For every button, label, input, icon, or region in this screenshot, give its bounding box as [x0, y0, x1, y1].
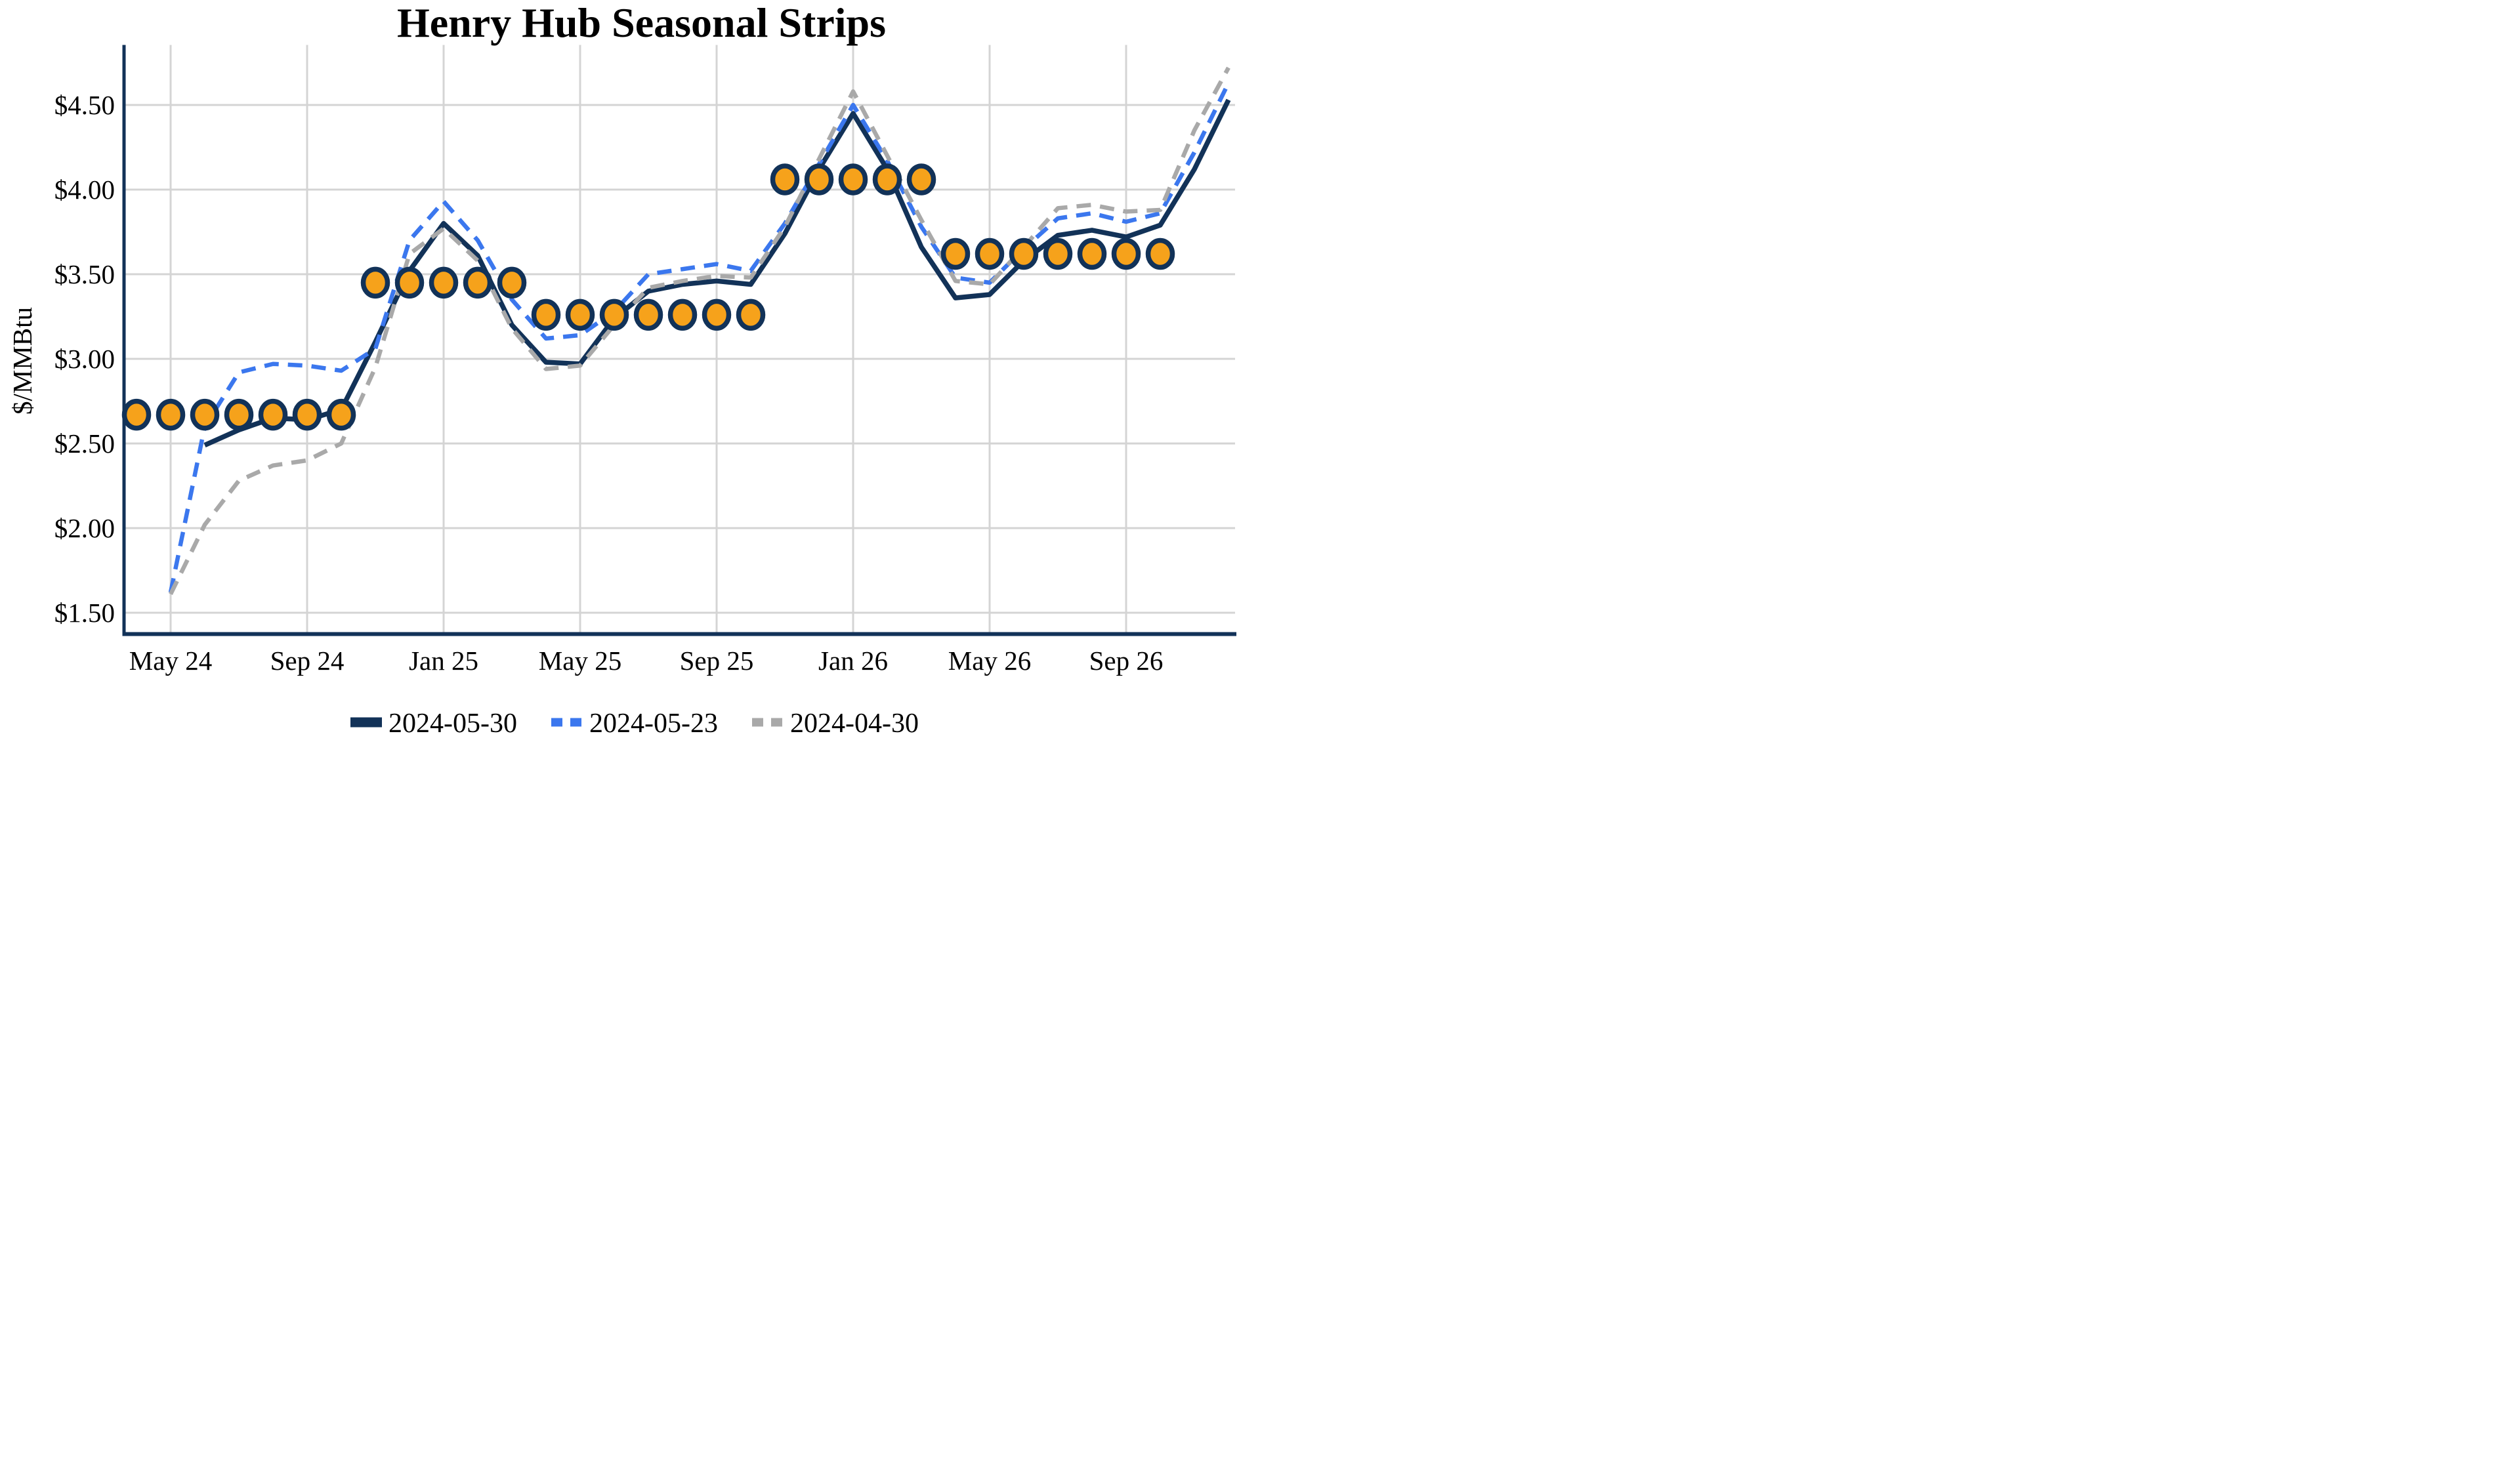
- x-tick-label: May 25: [539, 646, 621, 676]
- legend-label: 2024-05-30: [388, 709, 517, 739]
- strip-dot: [258, 398, 288, 431]
- strip-dot: [804, 163, 834, 195]
- strip-dot: [940, 237, 971, 270]
- strip-dot: [497, 266, 527, 299]
- strip-dot: [838, 163, 868, 195]
- y-tick-label: $1.50: [54, 598, 115, 628]
- series-line-2024-04-30: [169, 66, 1230, 596]
- x-tick-label: Sep 25: [680, 646, 754, 676]
- x-tick-label: Jan 26: [818, 646, 888, 676]
- strip-dot: [1009, 237, 1039, 270]
- strip-dot: [531, 298, 561, 331]
- strip-dot: [463, 266, 493, 299]
- strip-dot: [1111, 237, 1141, 270]
- henry-hub-seasonal-strips-chart: $1.50 $2.00 $2.50 $3.00 $3.50 $4.00 $4.50 May 2…: [7, 0, 1236, 739]
- strip-dot: [565, 298, 595, 331]
- strip-dot: [360, 266, 390, 299]
- strip-dot: [906, 163, 936, 195]
- y-tick-label: $4.00: [54, 175, 115, 205]
- y-axis-title: $/MMBtu: [7, 307, 37, 415]
- strip-dot: [1145, 237, 1175, 270]
- strip-dot: [190, 398, 220, 431]
- legend-label: 2024-05-23: [589, 709, 718, 739]
- x-tick-label: Jan 25: [409, 646, 478, 676]
- legend-label: 2024-04-30: [790, 709, 919, 739]
- series-lines: [168, 66, 1231, 596]
- x-tick-label: May 24: [129, 646, 212, 676]
- x-tick-label: Sep 26: [1089, 646, 1164, 676]
- axes: [122, 45, 1236, 636]
- legend-item: 2024-04-30: [752, 709, 919, 739]
- tick-labels: $1.50 $2.00 $2.50 $3.00 $3.50 $4.00 $4.50 May 2…: [54, 90, 1164, 676]
- legend-item: 2024-05-23: [551, 709, 718, 739]
- y-tick-label: $3.50: [54, 259, 115, 289]
- chart-figure: $1.50 $2.00 $2.50 $3.00 $3.50 $4.00 $4.50 May 2…: [0, 0, 1260, 740]
- strip-dots: [121, 163, 1175, 431]
- x-tick-label: May 26: [948, 646, 1031, 676]
- strip-dot: [121, 398, 152, 431]
- strip-dot: [736, 298, 766, 331]
- strip-dot: [156, 398, 186, 431]
- strip-dot: [702, 298, 732, 331]
- strip-dot: [429, 266, 459, 299]
- strip-dot: [394, 266, 425, 299]
- strip-dot: [1077, 237, 1107, 270]
- gridlines: [124, 45, 1235, 634]
- strip-dot: [599, 298, 629, 331]
- y-tick-label: $4.50: [54, 90, 115, 120]
- y-tick-label: $2.00: [54, 513, 115, 543]
- strip-dot: [872, 163, 902, 195]
- strip-dot: [633, 298, 663, 331]
- strip-dot: [667, 298, 698, 331]
- strip-dot: [770, 163, 800, 195]
- strip-dot: [975, 237, 1005, 270]
- chart-title: Henry Hub Seasonal Strips: [397, 0, 886, 46]
- strip-dot: [1043, 237, 1073, 270]
- strip-dot: [326, 398, 356, 431]
- series-line-2024-05-23: [168, 82, 1230, 593]
- x-tick-label: Sep 24: [270, 646, 345, 676]
- legend-item: 2024-05-30: [350, 709, 517, 739]
- legend: 2024-05-30 2024-05-23 2024-04-30: [350, 709, 919, 739]
- strip-dot: [224, 398, 254, 431]
- y-tick-label: $2.50: [54, 428, 115, 459]
- strip-dot: [292, 398, 322, 431]
- y-tick-label: $3.00: [54, 344, 115, 374]
